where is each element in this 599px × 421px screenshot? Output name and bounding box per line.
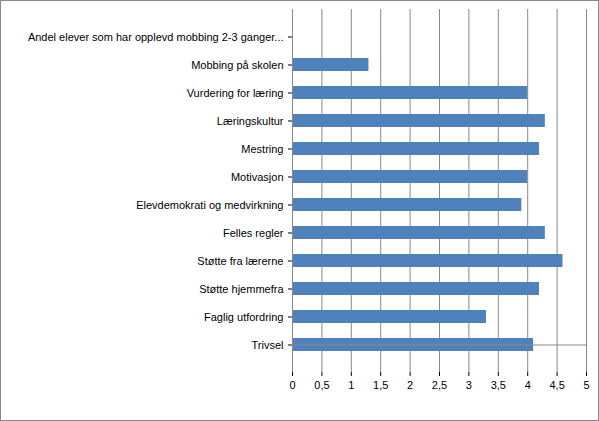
svg-text:Trivsel: Trivsel <box>252 339 284 351</box>
svg-text:Elevdemokrati og medvirkning: Elevdemokrati og medvirkning <box>136 199 283 211</box>
svg-text:3,5: 3,5 <box>491 379 506 391</box>
svg-text:1: 1 <box>348 379 354 391</box>
svg-text:5: 5 <box>583 379 589 391</box>
svg-text:4,5: 4,5 <box>549 379 564 391</box>
svg-text:2: 2 <box>407 379 413 391</box>
svg-text:Faglig utfordring: Faglig utfordring <box>204 311 284 323</box>
svg-text:4: 4 <box>525 379 531 391</box>
svg-text:0,5: 0,5 <box>314 379 329 391</box>
svg-text:0: 0 <box>289 379 295 391</box>
svg-text:Støtte hjemmefra: Støtte hjemmefra <box>199 283 284 295</box>
svg-text:1,5: 1,5 <box>373 379 388 391</box>
svg-text:Felles regler: Felles regler <box>223 227 284 239</box>
svg-text:3: 3 <box>466 379 472 391</box>
svg-text:2,5: 2,5 <box>432 379 447 391</box>
svg-text:Vurdering for læring: Vurdering for læring <box>187 87 284 99</box>
svg-text:Mestring: Mestring <box>241 143 283 155</box>
svg-text:Mobbing på skolen: Mobbing på skolen <box>191 59 283 71</box>
svg-text:Andel elever som har opplevd m: Andel elever som har opplevd mobbing 2-3… <box>28 31 284 43</box>
svg-text:Læringskultur: Læringskultur <box>217 115 284 127</box>
svg-text:Støtte fra lærerne: Støtte fra lærerne <box>197 255 283 267</box>
svg-text:Motivasjon: Motivasjon <box>231 171 284 183</box>
